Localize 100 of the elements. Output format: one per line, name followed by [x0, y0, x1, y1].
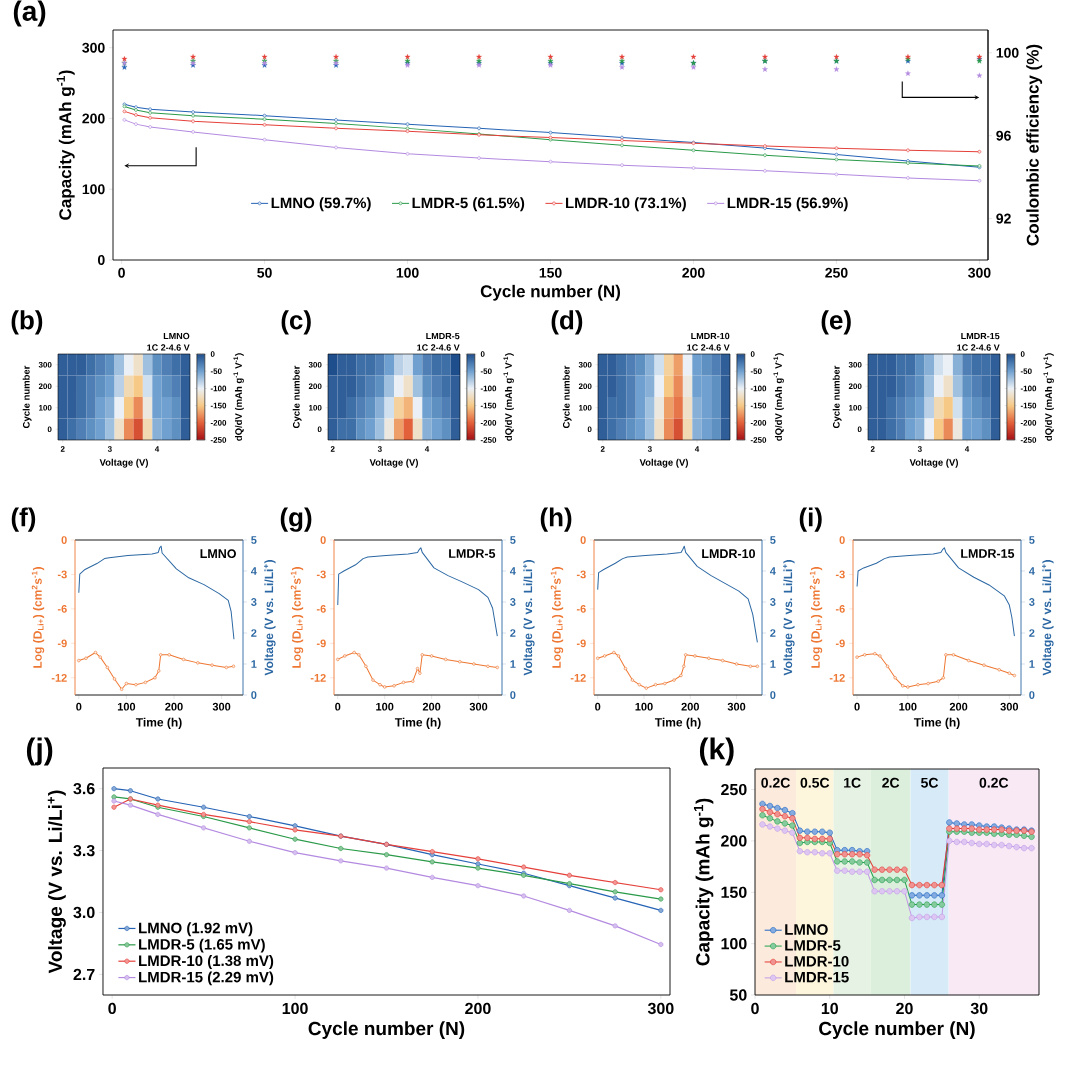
x-tick-label: 200	[422, 702, 441, 711]
text: LMDR-5	[426, 332, 460, 340]
text: 1C 2-4.6 V	[417, 344, 460, 351]
color-bar-label: -250	[210, 437, 227, 443]
y-tick-label: 200	[848, 383, 862, 390]
y-tick-label: 300	[848, 361, 862, 368]
x-tick-label: 100	[117, 702, 136, 711]
y-tick-label: 50	[729, 989, 747, 1001]
y2-tick-label: 5	[510, 536, 516, 544]
y2-tick-label: 2	[1029, 629, 1035, 637]
band-label: 0.2C	[761, 777, 790, 788]
x-axis-title: Time (h)	[394, 717, 441, 729]
x-axis-title: Time (h)	[135, 717, 182, 729]
x-tick-label: 50	[257, 267, 272, 278]
color-bar-label: -100	[750, 385, 767, 392]
y-axis-title: Capacity (mAh g$^{-1}$)	[56, 70, 75, 220]
color-bar-label: 0	[1020, 351, 1025, 357]
x-tick-label: 300	[469, 702, 488, 711]
x-tick-label: 150	[539, 267, 562, 278]
y-tick-label: -3	[576, 570, 586, 579]
y-tick-label: 100	[309, 404, 322, 411]
y2-tick-label: 3	[251, 598, 257, 606]
y2-axis-title: Voltage (V vs. Li/Li$^{+}$)	[264, 560, 276, 676]
y2-tick-label: 4	[1028, 567, 1035, 575]
y-axis-title: Voltage (V vs. Li/Li$^{+}$)	[47, 790, 66, 974]
color-bar-label: -200	[210, 419, 227, 426]
color-bar-label: -150	[210, 402, 227, 409]
color-bar-label: -50	[750, 368, 762, 375]
chart-title: (b)	[11, 310, 43, 335]
color-bar-label: -150	[1020, 402, 1037, 409]
y2-tick-label: 4	[250, 567, 257, 575]
color-bar-label: -50	[1020, 368, 1032, 375]
y-axis-title: Cycle number	[562, 365, 572, 429]
x-tick-label: 30	[970, 1002, 988, 1015]
chart-title: (c)	[281, 310, 311, 335]
y-tick-label: -3	[835, 570, 845, 579]
y-tick-label: 300	[578, 361, 592, 368]
y2-tick-label: 3	[770, 598, 776, 606]
x-tick-label: 3	[917, 446, 922, 452]
x-tick-label: 300	[212, 702, 231, 711]
y2-tick-label: 2	[251, 629, 257, 637]
color-bar-label: -250	[1020, 437, 1037, 443]
color-bar-label: -150	[750, 402, 767, 409]
y-tick-label: 100	[721, 937, 747, 950]
x-tick-label: 300	[968, 267, 991, 278]
x-tick-label: 0	[595, 702, 601, 711]
y-tick-label: -3	[316, 570, 326, 579]
annotation: LMNO	[200, 549, 236, 559]
y-axis-title: Cycle number	[292, 365, 302, 429]
y-tick-label: 0	[61, 536, 67, 544]
y-tick-label: 200	[578, 383, 592, 390]
y-tick-label: 0	[857, 426, 862, 433]
y2-tick-label: 1	[770, 660, 776, 668]
color-bar-label: -100	[1020, 385, 1037, 392]
color-bar-title: dQ/dV (mAh g$^{-1}$ V$^{-1}$)	[503, 353, 514, 441]
y-tick-label: 0	[97, 255, 105, 265]
y-tick-label: -9	[316, 639, 326, 648]
x-axis-title: Voltage (V)	[369, 458, 418, 468]
chart-title: (g)	[280, 507, 312, 532]
y-tick-label: 0	[580, 536, 586, 544]
band-label: 1C	[844, 777, 861, 788]
y2-axis-title: Voltage (V vs. Li/Li$^{+}$)	[523, 560, 535, 676]
y2-tick-label: 5	[770, 536, 776, 544]
y-tick-label: 0	[47, 426, 52, 433]
y-tick-label: 0	[839, 536, 845, 544]
y2-tick-label: 96	[996, 130, 1011, 141]
y2-tick-label: 0	[251, 691, 257, 699]
color-bar-label: 0	[480, 351, 485, 357]
text: LMDR-15	[961, 332, 1000, 340]
x-tick-label: 200	[165, 702, 183, 711]
x-tick-label: 0	[118, 267, 125, 278]
y-tick-label: -12	[51, 673, 67, 682]
y-tick-label: 0	[317, 426, 322, 433]
color-bar-label: -100	[480, 385, 497, 392]
y2-axis-title: Coulombic efficiency (%)	[1026, 44, 1043, 246]
x-tick-label: 4	[424, 446, 430, 452]
y2-tick-label: 100	[996, 47, 1019, 58]
y-axis-title: Cycle number	[22, 365, 32, 429]
y-tick-label: 300	[38, 361, 52, 368]
x-tick-label: 3	[107, 446, 112, 452]
y-tick-label: 300	[308, 361, 322, 368]
annotation: LMDR-15	[961, 549, 1015, 558]
legend-label: LMDR-15	[785, 971, 849, 983]
y2-tick-label: 2	[770, 629, 776, 637]
y-tick-label: -12	[570, 673, 586, 682]
x-tick-label: 0	[751, 1002, 759, 1015]
y2-tick-label: 1	[510, 660, 516, 668]
y-axis-title: Capacity (mAh g$^{-1}$)	[693, 798, 714, 966]
x-tick-label: 2	[870, 446, 875, 452]
legend-label: LMDR-15 (2.29 mV)	[139, 971, 274, 986]
y-tick-label: 100	[82, 184, 105, 195]
x-axis-title: Cycle number (N)	[480, 284, 621, 301]
text: LMDR-10	[691, 332, 730, 340]
x-tick-label: 2	[600, 446, 605, 452]
y-tick-label: 3.6	[73, 782, 95, 795]
y-tick-label: 3.3	[73, 844, 95, 857]
legend-label: LMDR-10	[785, 955, 849, 967]
text: 1C 2-4.6 V	[687, 344, 730, 351]
legend-label: LMDR-10 (73.1%)	[565, 197, 686, 212]
y-tick-label: 100	[579, 404, 592, 411]
